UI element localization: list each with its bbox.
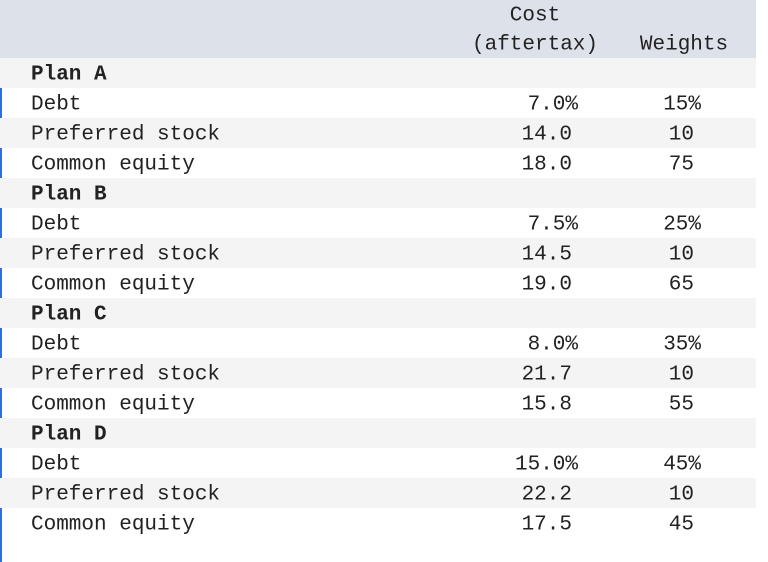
row-band <box>0 58 756 88</box>
row-band <box>0 208 756 238</box>
plan-name: Plan B <box>31 184 107 207</box>
row-marker <box>0 508 2 562</box>
row-band <box>0 88 756 118</box>
weight-cell: 10 <box>669 364 694 387</box>
row-label: Debt <box>31 454 81 477</box>
weight-cell: 35% <box>663 334 701 357</box>
row-band <box>0 328 756 358</box>
weight-cell: 75 <box>669 154 694 177</box>
row-band <box>0 298 756 328</box>
table-body: Plan A Debt 7.0% 15% Preferred stock 14.0 10 Co… <box>0 58 756 562</box>
weight-cell: 10 <box>669 244 694 267</box>
row-marker <box>0 448 2 478</box>
cost-cell: 21.7 <box>522 364 572 387</box>
row-band <box>0 118 756 148</box>
row-band <box>0 418 756 448</box>
row-band <box>0 238 756 268</box>
row-marker <box>0 208 2 238</box>
plan-name: Plan A <box>31 64 107 87</box>
row-band <box>0 148 756 178</box>
row-label: Preferred stock <box>31 124 220 147</box>
header-band <box>0 0 756 58</box>
cost-cell: 14.5 <box>522 244 572 267</box>
weight-cell: 10 <box>669 484 694 507</box>
row-marker <box>0 268 2 298</box>
weight-cell: 25% <box>663 214 701 237</box>
row-marker <box>0 388 2 418</box>
row-marker <box>0 148 2 178</box>
row-label: Preferred stock <box>31 484 220 507</box>
cost-cell: 18.0 <box>522 154 572 177</box>
weight-cell: 55 <box>669 394 694 417</box>
row-label: Common equity <box>31 394 195 417</box>
cost-cell: 17.5 <box>522 514 572 537</box>
row-marker <box>0 328 2 358</box>
row-band <box>0 388 756 418</box>
cost-cell: 19.0 <box>522 274 572 297</box>
cost-cell: 7.5% <box>528 214 579 237</box>
row-band <box>0 448 756 478</box>
row-band <box>0 268 756 298</box>
weight-cell: 10 <box>669 124 694 147</box>
row-label: Common equity <box>31 274 195 297</box>
row-band <box>0 508 756 538</box>
row-band <box>0 358 756 388</box>
row-label: Preferred stock <box>31 244 220 267</box>
plan-name: Plan C <box>31 304 107 327</box>
weight-cell: 45 <box>669 514 694 537</box>
cost-cell: 14.0 <box>522 124 572 147</box>
cost-cell: 15.8 <box>522 394 572 417</box>
row-label: Preferred stock <box>31 364 220 387</box>
row-label: Debt <box>31 94 81 117</box>
row-label: Common equity <box>31 514 195 537</box>
row-band <box>0 178 756 208</box>
row-label: Debt <box>31 214 81 237</box>
weight-cell: 45% <box>663 454 701 477</box>
header-cost: Cost <box>510 5 560 28</box>
cost-cell: 15.0% <box>515 454 578 477</box>
row-label: Debt <box>31 334 81 357</box>
weight-cell: 65 <box>669 274 694 297</box>
cost-cell: 7.0% <box>528 94 579 117</box>
header-cost: (aftertax) <box>472 34 598 57</box>
cost-cell: 8.0% <box>528 334 579 357</box>
header-weights: Weights <box>640 34 728 57</box>
row-marker <box>0 88 2 118</box>
weight-cell: 15% <box>663 94 701 117</box>
plan-name: Plan D <box>31 424 107 447</box>
row-band <box>0 478 756 508</box>
cost-cell: 22.2 <box>522 484 572 507</box>
row-label: Common equity <box>31 154 195 177</box>
